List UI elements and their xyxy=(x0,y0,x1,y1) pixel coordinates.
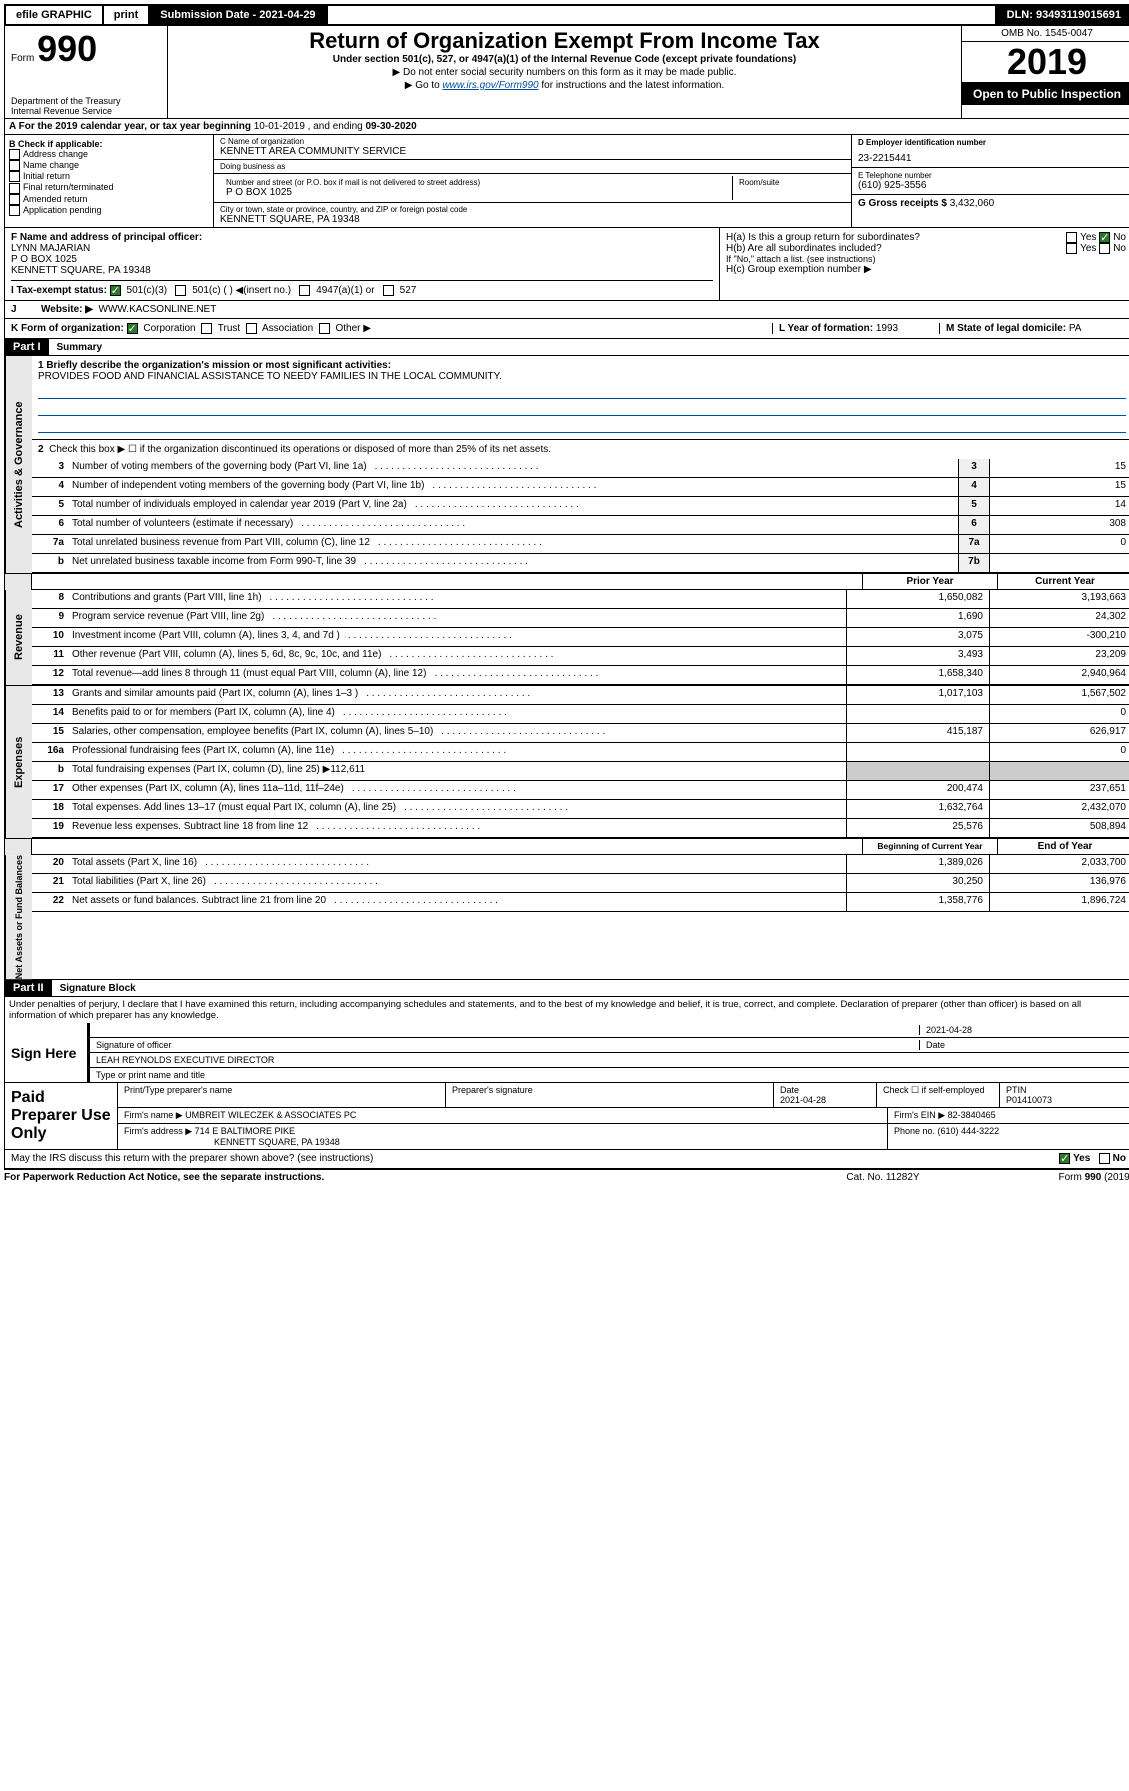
gov-line: 6Total number of volunteers (estimate if… xyxy=(32,516,1129,535)
footer: For Paperwork Reduction Act Notice, see … xyxy=(4,1169,1129,1185)
data-line: bTotal fundraising expenses (Part IX, co… xyxy=(32,762,1129,781)
gov-line: 3Number of voting members of the governi… xyxy=(32,459,1129,478)
section-identity: B Check if applicable: Address change Na… xyxy=(4,135,1129,228)
checkbox-501c[interactable] xyxy=(175,285,186,296)
data-line: 21Total liabilities (Part X, line 26)30,… xyxy=(32,874,1129,893)
org-city: KENNETT SQUARE, PA 19348 xyxy=(220,214,845,225)
checkbox-501c3[interactable] xyxy=(110,285,121,296)
form-title: Return of Organization Exempt From Incom… xyxy=(174,28,955,54)
box-f: F Name and address of principal officer:… xyxy=(5,228,719,300)
checkbox-4947[interactable] xyxy=(299,285,310,296)
tab-governance: Activities & Governance xyxy=(5,356,32,573)
print-button[interactable]: print xyxy=(104,6,150,24)
efile-label: efile GRAPHIC xyxy=(6,6,104,24)
gov-line: 4Number of independent voting members of… xyxy=(32,478,1129,497)
col-header-prior-current: Prior Year Current Year xyxy=(32,574,1129,590)
submission-date: Submission Date - 2021-04-29 xyxy=(150,6,327,24)
checkbox-527[interactable] xyxy=(383,285,394,296)
org-name: KENNETT AREA COMMUNITY SERVICE xyxy=(220,146,845,157)
form-number: 990 xyxy=(37,28,97,69)
header-center: Return of Organization Exempt From Incom… xyxy=(168,26,961,118)
website: WWW.KACSONLINE.NET xyxy=(99,304,217,315)
data-line: 15Salaries, other compensation, employee… xyxy=(32,724,1129,743)
topbar: efile GRAPHIC print Submission Date - 20… xyxy=(4,4,1129,26)
department: Department of the Treasury Internal Reve… xyxy=(11,96,161,116)
tab-net-assets: Net Assets or Fund Balances xyxy=(5,855,32,979)
tax-year: 2019 xyxy=(962,42,1129,82)
section-net-assets: Net Assets or Fund Balances 20Total asse… xyxy=(4,855,1129,980)
discuss-row: May the IRS discuss this return with the… xyxy=(4,1150,1129,1168)
checkbox-amended[interactable] xyxy=(9,194,20,205)
data-line: 19Revenue less expenses. Subtract line 1… xyxy=(32,819,1129,838)
section-revenue: Revenue 8Contributions and grants (Part … xyxy=(4,590,1129,686)
checkbox-initial-return[interactable] xyxy=(9,171,20,182)
form-header: Form 990 Department of the Treasury Inte… xyxy=(4,26,1129,119)
firm-name: UMBREIT WILECZEK & ASSOCIATES PC xyxy=(185,1110,356,1120)
open-to-public: Open to Public Inspection xyxy=(962,82,1129,105)
data-line: 10Investment income (Part VIII, column (… xyxy=(32,628,1129,647)
gov-line: 7aTotal unrelated business revenue from … xyxy=(32,535,1129,554)
data-line: 9Program service revenue (Part VIII, lin… xyxy=(32,609,1129,628)
header-left: Form 990 Department of the Treasury Inte… xyxy=(5,26,168,118)
data-line: 16aProfessional fundraising fees (Part I… xyxy=(32,743,1129,762)
row-a-tax-year: A For the 2019 calendar year, or tax yea… xyxy=(4,119,1129,135)
col-header-beg-end: Beginning of Current Year End of Year xyxy=(32,839,1129,855)
org-street: P O BOX 1025 xyxy=(226,187,726,198)
form990-link[interactable]: www.irs.gov/Form990 xyxy=(442,80,538,91)
section-fh: F Name and address of principal officer:… xyxy=(4,228,1129,301)
row-klm: K Form of organization: Corporation Trus… xyxy=(4,319,1129,339)
tab-revenue: Revenue xyxy=(5,590,32,685)
ptin: P01410073 xyxy=(1006,1095,1052,1105)
checkbox-corporation[interactable] xyxy=(127,323,138,334)
box-b: B Check if applicable: Address change Na… xyxy=(5,135,214,227)
gross-receipts: 3,432,060 xyxy=(950,198,995,209)
checkbox-app-pending[interactable] xyxy=(9,205,20,216)
omb-number: OMB No. 1545-0047 xyxy=(962,26,1129,42)
dln: DLN: 93493119015691 xyxy=(995,6,1129,24)
data-line: 13Grants and similar amounts paid (Part … xyxy=(32,686,1129,705)
data-line: 12Total revenue—add lines 8 through 11 (… xyxy=(32,666,1129,685)
data-line: 20Total assets (Part X, line 16)1,389,02… xyxy=(32,855,1129,874)
checkbox-discuss-no[interactable] xyxy=(1099,1153,1110,1164)
gov-line: bNet unrelated business taxable income f… xyxy=(32,554,1129,573)
box-h: H(a) Is this a group return for subordin… xyxy=(719,228,1129,300)
header-right: OMB No. 1545-0047 2019 Open to Public In… xyxy=(961,26,1129,118)
part1-header: Part I Summary xyxy=(4,339,1129,356)
mission-text: PROVIDES FOOD AND FINANCIAL ASSISTANCE T… xyxy=(38,371,502,382)
checkbox-discuss-yes[interactable] xyxy=(1059,1153,1070,1164)
data-line: 11Other revenue (Part VIII, column (A), … xyxy=(32,647,1129,666)
section-governance: Activities & Governance 1 Briefly descri… xyxy=(4,356,1129,574)
data-line: 17Other expenses (Part IX, column (A), l… xyxy=(32,781,1129,800)
row-j-website: J Website: ▶ WWW.KACSONLINE.NET xyxy=(4,301,1129,319)
data-line: 8Contributions and grants (Part VIII, li… xyxy=(32,590,1129,609)
tab-expenses: Expenses xyxy=(5,686,32,838)
paid-preparer: Paid Preparer Use Only Print/Type prepar… xyxy=(4,1083,1129,1150)
checkbox-name-change[interactable] xyxy=(9,160,20,171)
data-line: 18Total expenses. Add lines 13–17 (must … xyxy=(32,800,1129,819)
checkbox-address-change[interactable] xyxy=(9,149,20,160)
box-deg: D Employer identification number 23-2215… xyxy=(851,135,1129,227)
checkbox-final-return[interactable] xyxy=(9,183,20,194)
ein: 23-2215441 xyxy=(858,153,1126,164)
sign-here: Sign Here 2021-04-28 Signature of office… xyxy=(4,1023,1129,1083)
part2-header: Part II Signature Block xyxy=(4,980,1129,997)
section-expenses: Expenses 13Grants and similar amounts pa… xyxy=(4,686,1129,839)
data-line: 14Benefits paid to or for members (Part … xyxy=(32,705,1129,724)
officer-name: LEAH REYNOLDS EXECUTIVE DIRECTOR xyxy=(96,1055,274,1065)
data-line: 22Net assets or fund balances. Subtract … xyxy=(32,893,1129,912)
gov-line: 5Total number of individuals employed in… xyxy=(32,497,1129,516)
phone: (610) 925-3556 xyxy=(858,180,1126,191)
penalty-statement: Under penalties of perjury, I declare th… xyxy=(4,997,1129,1023)
box-c: C Name of organization KENNETT AREA COMM… xyxy=(214,135,851,227)
